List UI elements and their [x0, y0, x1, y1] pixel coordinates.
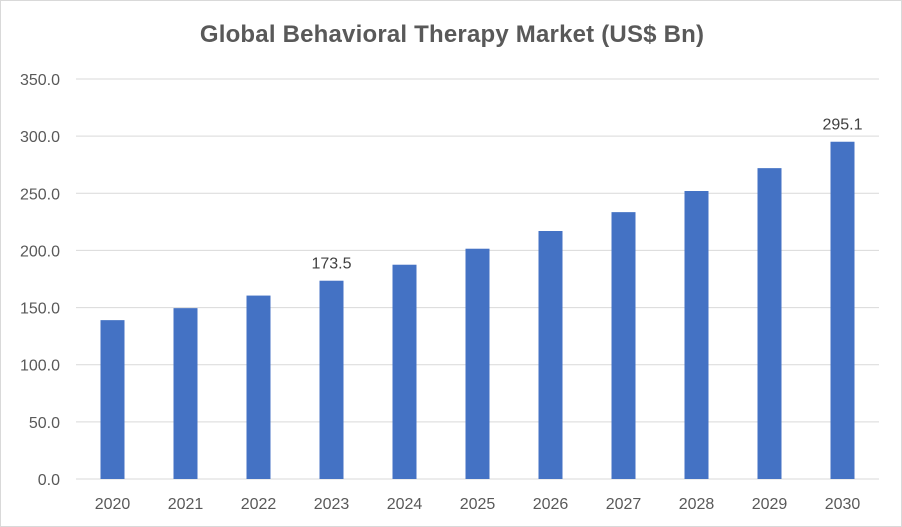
data-labels: 173.5 295.1: [311, 117, 862, 273]
bars: [100, 141, 855, 479]
x-axis-tick-labels: 2020 2021 2022 2023 2024 2025 2026 2027 2028 2029…: [95, 496, 861, 513]
bar-2026: [538, 231, 563, 479]
bar-2024: [392, 264, 417, 479]
x-tick-label: 2030: [825, 496, 861, 513]
y-tick-label: 250.0: [20, 186, 60, 203]
x-tick-label: 2027: [606, 496, 642, 513]
bar-2025: [465, 248, 490, 479]
x-tick-label: 2021: [168, 496, 204, 513]
bar-2030: [830, 141, 855, 479]
y-tick-label: 150.0: [20, 301, 60, 318]
y-tick-label: 50.0: [29, 415, 60, 432]
x-tick-label: 2023: [314, 496, 350, 513]
bar-2023: [319, 280, 344, 479]
y-tick-label: 300.0: [20, 129, 60, 146]
data-label-2023: 173.5: [311, 256, 351, 273]
bar-2022: [246, 295, 271, 479]
bar-2021: [173, 308, 198, 479]
y-tick-label: 350.0: [20, 72, 60, 89]
y-tick-label: 0.0: [38, 472, 60, 489]
x-tick-label: 2025: [460, 496, 496, 513]
y-tick-label: 200.0: [20, 243, 60, 260]
bar-2029: [757, 168, 782, 479]
chart-title: Global Behavioral Therapy Market (US$ Bn…: [199, 21, 705, 48]
bar-2020: [100, 320, 125, 479]
y-axis-tick-labels: 0.0 50.0 100.0 150.0 200.0 250.0 300.0 350.0: [20, 72, 60, 489]
y-tick-label: 100.0: [20, 358, 60, 375]
x-tick-label: 2026: [533, 496, 569, 513]
x-tick-label: 2029: [752, 496, 788, 513]
bar-2028: [684, 191, 709, 479]
bar-2027: [611, 212, 636, 479]
x-tick-label: 2028: [679, 496, 715, 513]
x-tick-label: 2022: [241, 496, 277, 513]
x-tick-label: 2024: [387, 496, 423, 513]
x-tick-label: 2020: [95, 496, 131, 513]
data-label-2030: 295.1: [822, 117, 862, 134]
